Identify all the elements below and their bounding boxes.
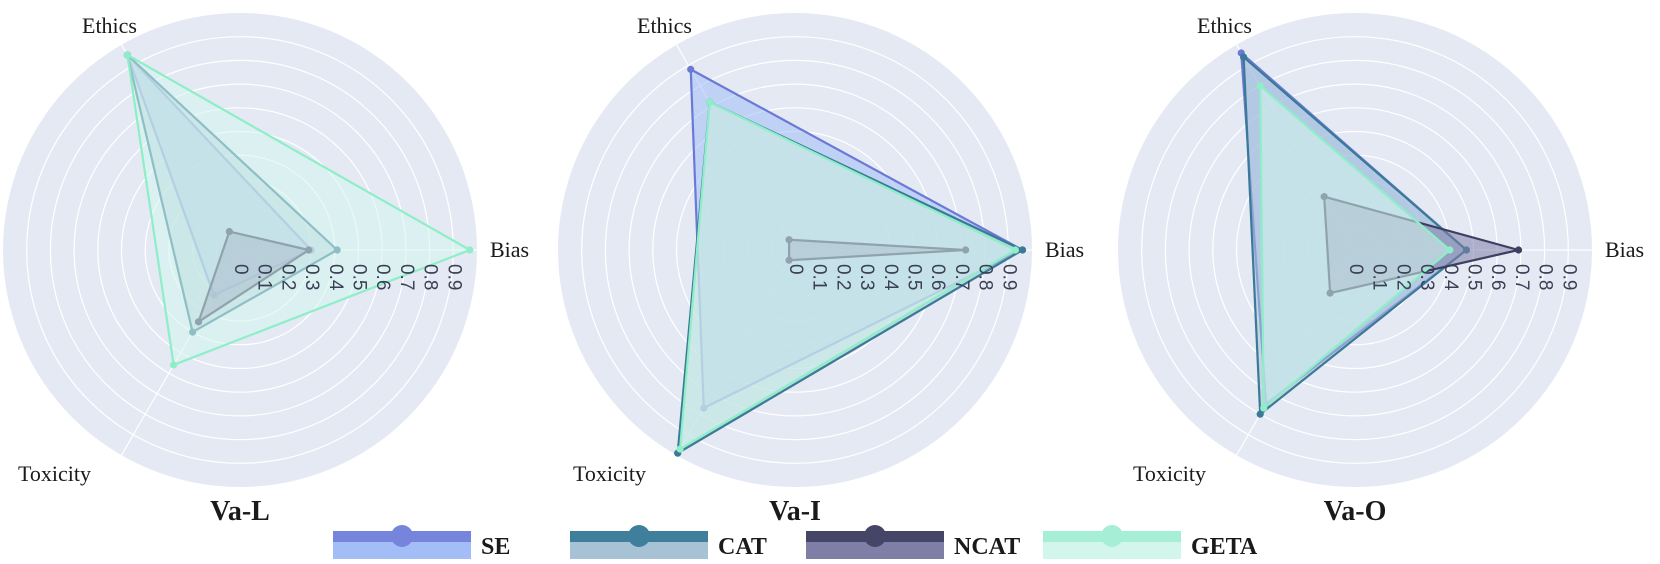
axis-label-bias: Bias — [1045, 237, 1084, 262]
radial-tick-label: 0.7 — [396, 264, 417, 290]
data-point-geta — [706, 98, 714, 106]
legend-marker — [391, 525, 413, 547]
radial-tick-label: 0.5 — [903, 264, 924, 290]
series-area-geta — [126, 53, 471, 367]
axis-label-ethics: Ethics — [637, 13, 692, 38]
axis-label-ethics: Ethics — [1197, 13, 1252, 38]
radial-tick-label: 0.8 — [1535, 264, 1556, 290]
legend-marker — [628, 525, 650, 547]
data-point-ncat — [1514, 246, 1523, 254]
data-point-geta — [466, 246, 474, 254]
panel-title: Va-I — [769, 496, 821, 527]
radial-tick-label: 0.9 — [443, 264, 464, 290]
panel-title: Va-L — [210, 496, 270, 527]
series-area-geta — [678, 101, 1017, 451]
legend-marker — [1101, 525, 1123, 547]
radial-tick-label: 0.6 — [1487, 264, 1508, 290]
data-point-cat — [1018, 246, 1027, 254]
radial-tick-label: 0.5 — [348, 264, 369, 290]
radial-tick-label: 0.1 — [254, 264, 275, 290]
radial-tick-label: 0.8 — [420, 264, 441, 290]
axis-label-toxicity: Toxicity — [1133, 461, 1206, 486]
radial-tick-label: 0.2 — [277, 264, 298, 290]
legend-label: NCAT — [954, 534, 1020, 560]
radial-tick-label: 0.7 — [1511, 264, 1532, 290]
series-area-geta — [1259, 84, 1451, 410]
data-point-geta — [1256, 82, 1264, 90]
axis-label-ethics: Ethics — [82, 13, 137, 38]
radial-tick-label: 0.3 — [1416, 264, 1437, 290]
legend-item-cat: CAT — [570, 525, 767, 560]
data-point-geta — [676, 445, 684, 453]
data-point-geta — [123, 51, 132, 59]
data-point-geta — [1260, 404, 1268, 412]
legend-item-se: SE — [333, 525, 510, 560]
axis-label-bias: Bias — [490, 237, 529, 262]
data-point-geta — [1011, 246, 1020, 254]
radial-tick-label: 0.6 — [372, 264, 393, 290]
data-point-se — [687, 65, 695, 73]
radar-panel-va-o: 0 0.1 0.2 0.3 0.4 0.5 0.6 0.7 0.8 0.9 Bias Ethics To… — [1118, 13, 1644, 527]
radial-tick-label: 0.5 — [1463, 264, 1484, 290]
axis-label-toxicity: Toxicity — [18, 461, 91, 486]
radar-panel-va-i: 0 0.1 0.2 0.3 0.4 0.5 0.6 0.7 0.8 0.9 Bias Ethics To… — [558, 13, 1084, 527]
radial-tick-label: 0.9 — [998, 264, 1019, 290]
data-point-geta — [170, 361, 178, 369]
legend-item-ncat: NCAT — [806, 525, 1020, 560]
radial-tick-label: 0.4 — [1440, 264, 1461, 291]
legend-item-geta: GETA — [1043, 525, 1258, 560]
data-point-cat — [1240, 53, 1248, 61]
radial-tick-label: 0.3 — [301, 264, 322, 290]
legend-label: GETA — [1191, 534, 1258, 560]
radial-tick-label: 0 — [230, 264, 251, 275]
radial-tick-label: 0.8 — [975, 264, 996, 290]
axis-label-toxicity: Toxicity — [573, 461, 646, 486]
radial-tick-label: 0.4 — [325, 264, 346, 291]
legend-label: SE — [481, 534, 510, 560]
radial-tick-label: 0.6 — [927, 264, 948, 290]
data-point-cat — [1256, 410, 1264, 418]
radar-panel-va-l: 0 0.1 0.2 0.3 0.4 0.5 0.6 0.7 0.8 0.9 Bias Ethics To… — [3, 13, 529, 527]
axis-label-bias: Bias — [1605, 237, 1644, 262]
legend-label: CAT — [718, 534, 767, 560]
radial-tick-label: 0.4 — [880, 264, 901, 291]
data-point-geta — [1446, 246, 1454, 254]
radial-tick-label: 0.1 — [809, 264, 830, 290]
radial-tick-label: 0.2 — [832, 264, 853, 290]
radial-tick-label: 0 — [785, 264, 806, 275]
radial-tick-label: 0.1 — [1369, 264, 1390, 290]
radial-tick-label: 0 — [1345, 264, 1366, 275]
radial-tick-label: 0.9 — [1558, 264, 1579, 290]
legend: SE CAT NCAT GETA — [333, 525, 1258, 560]
radial-tick-label: 0.7 — [951, 264, 972, 290]
panel-title: Va-O — [1324, 496, 1387, 527]
series-geta — [1256, 82, 1454, 412]
series-geta — [123, 51, 474, 369]
radial-tick-label: 0.2 — [1392, 264, 1413, 290]
legend-marker — [864, 525, 886, 547]
series-geta — [676, 98, 1020, 453]
radar-panels: 0 0.1 0.2 0.3 0.4 0.5 0.6 0.7 0.8 0.9BiasEthicsTo… — [3, 13, 1644, 527]
radial-tick-label: 0.3 — [856, 264, 877, 290]
